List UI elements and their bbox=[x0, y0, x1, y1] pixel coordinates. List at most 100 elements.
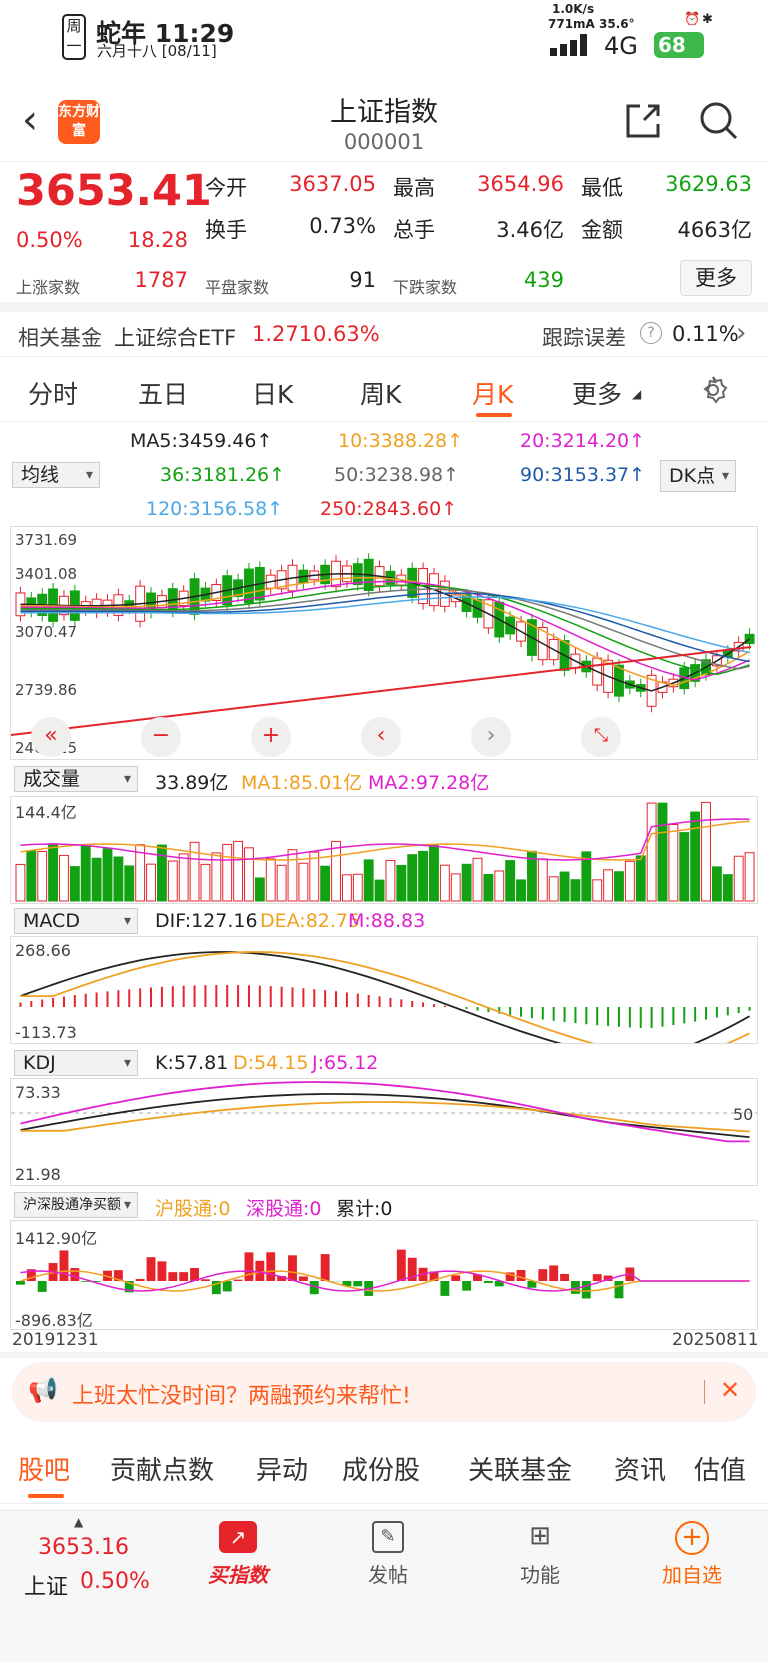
hsgt-bar bbox=[614, 1281, 624, 1299]
gear-icon[interactable] bbox=[698, 375, 728, 405]
hsgt-bar bbox=[255, 1260, 265, 1281]
help-icon[interactable]: ? bbox=[640, 322, 662, 344]
net-speed: 1.0K/s bbox=[552, 2, 595, 16]
buy-index-label: 买指数 bbox=[208, 1563, 268, 1587]
volume-bar bbox=[461, 863, 472, 902]
low-label: 最低 bbox=[581, 176, 623, 200]
stock-code: 000001 bbox=[343, 130, 425, 154]
tab-more[interactable]: 更多 bbox=[572, 380, 623, 409]
buy-index-button[interactable]: ↗ 买指数 bbox=[196, 1521, 280, 1601]
tab-five-day[interactable]: 五日 bbox=[138, 380, 189, 409]
search-icon[interactable] bbox=[698, 100, 740, 142]
volume-chart[interactable]: 144.4亿 bbox=[10, 796, 758, 904]
volume-bar bbox=[167, 860, 178, 902]
up-count-label: 上涨家数 bbox=[16, 278, 81, 297]
divider bbox=[0, 302, 768, 312]
volume-value: 3.46亿 bbox=[496, 218, 564, 242]
back-icon[interactable]: ‹ bbox=[22, 97, 38, 143]
tracking-error-value: 0.11% bbox=[672, 322, 739, 346]
tab-contribution[interactable]: 贡献点数 bbox=[110, 1456, 215, 1486]
plus-circle-icon: + bbox=[675, 1521, 709, 1555]
tab-daily-k[interactable]: 日K bbox=[252, 380, 294, 409]
kdj-chart[interactable]: 73.33 21.98 50 bbox=[10, 1078, 758, 1186]
volume-bar bbox=[603, 869, 614, 902]
volume-select[interactable]: 成交量 bbox=[14, 766, 138, 792]
volume-bar bbox=[211, 852, 222, 902]
function-button[interactable]: ⊞ 功能 bbox=[502, 1521, 578, 1601]
post-button[interactable]: ✎ 发帖 bbox=[350, 1521, 426, 1601]
volume-bar bbox=[581, 851, 592, 902]
macd-line bbox=[20, 951, 750, 1043]
kdj-svg bbox=[11, 1081, 757, 1143]
bottom-index-name: 上证 bbox=[24, 1575, 69, 1600]
volume-ma-line bbox=[20, 820, 750, 861]
hsgt-bar bbox=[396, 1249, 406, 1281]
kdj-select[interactable]: KDJ bbox=[14, 1050, 138, 1076]
turnover-label: 换手 bbox=[205, 218, 247, 242]
volume-bar bbox=[37, 850, 48, 902]
volume-bar bbox=[178, 853, 189, 902]
kline-svg bbox=[11, 553, 755, 736]
ma50-value: 50:3238.98↑ bbox=[334, 464, 460, 486]
hsgt-bar bbox=[353, 1281, 363, 1287]
prev-icon[interactable]: ‹ bbox=[361, 717, 401, 757]
hsgt-chart[interactable]: 1412.90亿 -896.83亿 bbox=[10, 1220, 758, 1330]
hsgt-bar bbox=[473, 1274, 482, 1281]
fund-name: 上证综合ETF bbox=[114, 326, 237, 350]
fullscreen-icon[interactable]: ⤡ bbox=[581, 717, 621, 757]
close-icon[interactable]: ✕ bbox=[720, 1376, 741, 1404]
hsgt-bar bbox=[211, 1281, 221, 1295]
volume-bar bbox=[429, 844, 439, 902]
tab-movement[interactable]: 异动 bbox=[256, 1456, 309, 1486]
hsgt-bar bbox=[592, 1274, 602, 1281]
tab-news[interactable]: 资讯 bbox=[614, 1456, 667, 1486]
up-count: 1787 bbox=[134, 268, 188, 292]
weekday-bottom: 一 bbox=[66, 37, 82, 55]
volume-bar bbox=[418, 850, 429, 902]
tab-monthly-k[interactable]: 月K bbox=[472, 380, 514, 409]
tab-constituents[interactable]: 成份股 bbox=[342, 1456, 421, 1486]
hsgt-bar bbox=[462, 1281, 472, 1291]
period-tabs: 分时 五日 日K 周K 月K 更多 ◢ bbox=[0, 356, 768, 422]
scroll-left-icon[interactable]: « bbox=[31, 717, 71, 757]
high-label: 最高 bbox=[393, 176, 435, 200]
next-icon[interactable]: › bbox=[471, 717, 511, 757]
volume-bar bbox=[385, 859, 396, 902]
volume-bar bbox=[15, 863, 26, 902]
divider-line bbox=[704, 1380, 705, 1404]
macd-chart[interactable]: 268.66 -113.73 bbox=[10, 936, 758, 1044]
promo-text: 上班太忙没时间？两融预约来帮忙! bbox=[72, 1384, 411, 1409]
tab-intraday[interactable]: 分时 bbox=[28, 380, 79, 409]
fund-label: 相关基金 bbox=[18, 326, 102, 350]
more-button[interactable]: 更多 bbox=[680, 260, 752, 296]
macd-line bbox=[20, 951, 750, 1043]
volume-bar bbox=[711, 866, 722, 902]
tab-valuation[interactable]: 估值 bbox=[694, 1456, 747, 1486]
share-icon[interactable] bbox=[622, 100, 664, 142]
macd-select[interactable]: MACD bbox=[14, 908, 138, 934]
ma5-value: MA5:3459.46↑ bbox=[130, 430, 273, 452]
kline-chart[interactable]: 3731.69 3401.08 3070.47 2739.86 2409.25 … bbox=[10, 526, 758, 760]
volume-bar bbox=[309, 851, 320, 902]
content-tabs: 股吧 贡献点数 异动 成份股 关联基金 资讯 估值 bbox=[0, 1432, 768, 1504]
hsgt-bar bbox=[201, 1279, 210, 1281]
tab-weekly-k[interactable]: 周K bbox=[360, 380, 402, 409]
kdj-d: D:54.15 bbox=[233, 1052, 309, 1074]
hsgt-bar bbox=[288, 1255, 297, 1281]
zoom-out-icon[interactable]: − bbox=[141, 717, 181, 757]
calendar-icon: 周 一 bbox=[62, 14, 86, 60]
related-fund-row[interactable]: 相关基金 上证综合ETF 1.271 0.63% 跟踪误差 ? 0.11% › bbox=[0, 312, 768, 356]
hsgt-bar bbox=[538, 1269, 548, 1281]
promo-banner[interactable]: 📢 上班太忙没时间？两融预约来帮忙! ✕ bbox=[12, 1362, 756, 1422]
hsgt-bar bbox=[407, 1257, 417, 1281]
hsgt-select[interactable]: 沪深股通净买额 bbox=[14, 1192, 138, 1218]
zoom-in-icon[interactable]: + bbox=[251, 717, 291, 757]
hsgt-bar bbox=[571, 1281, 580, 1294]
add-watchlist-button[interactable]: + 加自选 bbox=[650, 1521, 734, 1601]
volume-bar bbox=[233, 840, 244, 902]
dk-point-button[interactable]: DK点 bbox=[660, 460, 736, 492]
tab-related-funds[interactable]: 关联基金 bbox=[468, 1456, 573, 1486]
volume-bar bbox=[102, 848, 113, 902]
ma-select[interactable]: 均线 bbox=[12, 462, 100, 488]
tab-guba[interactable]: 股吧 bbox=[18, 1456, 71, 1486]
